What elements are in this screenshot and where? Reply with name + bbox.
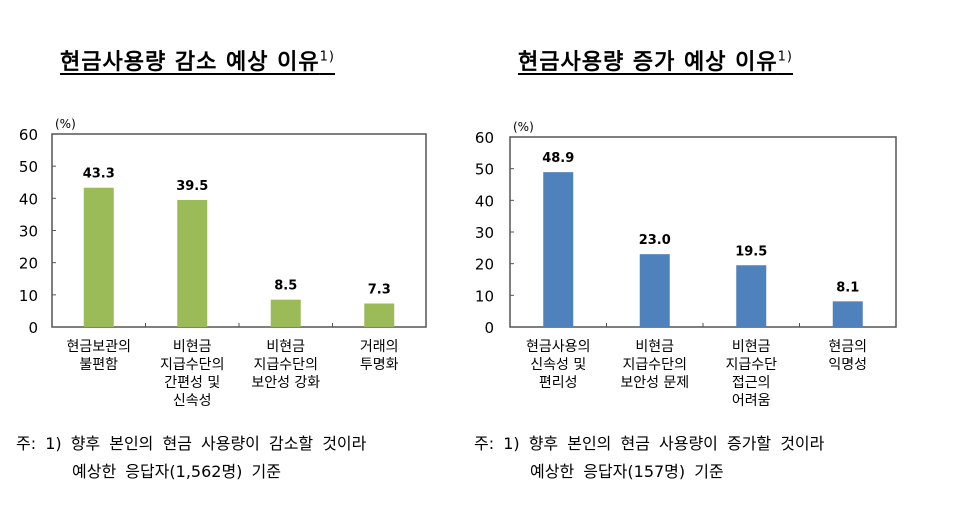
y-tick-label: 60 — [475, 129, 494, 147]
x-category-label: 지급수단 — [725, 357, 777, 373]
y-tick-label: 30 — [475, 224, 494, 242]
y-axis-unit: (%) — [513, 120, 534, 134]
data-label: 8.1 — [836, 280, 859, 295]
x-category-label: 투명화 — [360, 357, 399, 373]
y-tick-label: 40 — [19, 190, 38, 208]
y-tick-label: 60 — [19, 126, 38, 144]
x-category-label: 거래의 — [360, 339, 399, 355]
x-category-label: 익명성 — [828, 357, 867, 373]
chart-title-decrease: 현금사용량 감소 예상 이유1) — [60, 49, 335, 75]
y-tick-label: 10 — [19, 287, 38, 305]
y-tick-label: 10 — [475, 287, 494, 305]
data-label: 48.9 — [542, 151, 574, 166]
bar — [543, 172, 574, 327]
x-category-label: 지급수단의 — [254, 357, 318, 373]
x-category-label: 현금사용의 — [526, 339, 590, 355]
y-tick-label: 20 — [19, 255, 38, 273]
x-category-label: 간편성 및 — [164, 375, 220, 391]
y-tick-label: 0 — [28, 319, 38, 337]
y-tick-label: 0 — [484, 319, 494, 337]
x-category-label: 보안성 강화 — [251, 375, 320, 391]
x-category-label: 신속성 및 — [530, 357, 586, 373]
y-tick-label: 30 — [19, 223, 38, 241]
data-label: 7.3 — [368, 283, 391, 298]
x-category-label: 현금의 — [828, 339, 867, 355]
bar — [832, 301, 863, 327]
footnote-decrease-line1: 주: 1) 향후 본인의 현금 사용량이 감소할 것이라 — [16, 434, 367, 453]
x-category-label: 지급수단의 — [623, 357, 687, 373]
footnote-increase-line1: 주: 1) 향후 본인의 현금 사용량이 증가할 것이라 — [474, 434, 825, 453]
x-category-label: 지급수단의 — [160, 357, 224, 373]
x-category-label: 불편함 — [79, 357, 118, 373]
bar — [270, 299, 301, 327]
x-category-label: 신속성 — [173, 393, 212, 409]
data-label: 8.5 — [274, 279, 297, 294]
data-label: 43.3 — [83, 167, 115, 182]
data-label: 19.5 — [735, 244, 767, 259]
x-category-label: 비현금 — [173, 339, 212, 355]
data-label: 39.5 — [176, 179, 208, 194]
bar — [177, 199, 208, 327]
y-tick-label: 50 — [19, 158, 38, 176]
footnote-increase-line2: 예상한 응답자(157명) 기준 — [530, 462, 724, 481]
x-category-label: 현금보관의 — [67, 339, 131, 355]
y-tick-label: 50 — [475, 161, 494, 179]
y-tick-label: 40 — [475, 192, 494, 210]
bar — [736, 265, 767, 327]
data-label: 23.0 — [639, 233, 671, 248]
chart-title-increase: 현금사용량 증가 예상 이유1) — [518, 49, 793, 75]
y-tick-label: 20 — [475, 256, 494, 274]
x-category-label: 비현금 — [635, 339, 674, 355]
bar — [639, 254, 670, 327]
x-category-label: 어려움 — [732, 393, 771, 409]
x-category-label: 비현금 — [732, 339, 771, 355]
x-category-label: 비현금 — [266, 339, 305, 355]
bar — [364, 303, 395, 327]
x-category-label: 접근의 — [732, 375, 771, 391]
bar — [83, 187, 114, 327]
footnote-decrease-line2: 예상한 응답자(1,562명) 기준 — [72, 462, 281, 481]
x-category-label: 보안성 문제 — [620, 375, 689, 391]
y-axis-unit: (%) — [55, 117, 76, 131]
x-category-label: 편리성 — [539, 375, 578, 391]
